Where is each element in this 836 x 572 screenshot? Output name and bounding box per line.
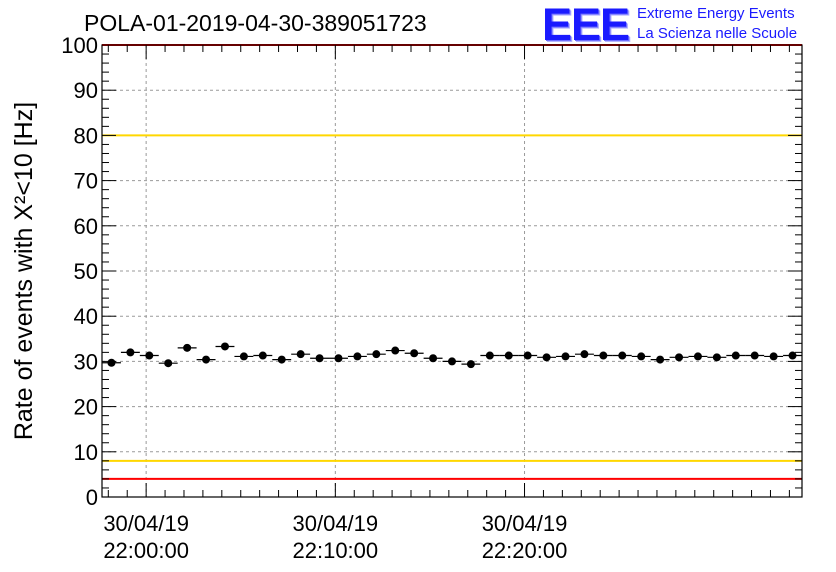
x-tick-time: 22:00:00 [103,538,189,563]
data-point [220,342,229,351]
y-tick-label: 20 [74,395,98,420]
axis-ticks [102,44,802,498]
data-point [239,352,248,361]
data-point [391,346,400,355]
eee-logo: EEE [542,0,630,50]
y-axis-label: Rate of events with X²<10 [Hz] [10,102,38,440]
data-point [618,351,627,360]
data-points [102,342,802,369]
y-tick-label: 0 [86,485,98,510]
data-point [750,351,759,360]
y-tick-label: 80 [74,123,98,148]
data-point [523,351,532,360]
y-tick-label: 100 [61,33,98,58]
data-point [145,351,154,360]
data-point [542,353,551,362]
data-point [258,351,267,360]
y-tick-label: 60 [74,214,98,239]
data-point [164,359,173,368]
x-tick-time: 22:20:00 [482,538,568,563]
data-point [353,352,362,361]
data-point [429,354,438,363]
data-point [599,351,608,360]
y-tick-label: 40 [74,304,98,329]
data-point [277,355,286,364]
data-point [202,355,211,364]
data-point [410,349,419,358]
y-tick-label: 70 [74,169,98,194]
x-tick-date: 30/04/19 [293,511,379,536]
data-point [561,352,570,361]
data-point [466,360,475,369]
data-point [448,357,456,366]
data-point [675,353,684,362]
y-tick-label: 10 [74,440,98,465]
data-point [769,352,778,361]
data-point [183,343,192,352]
logo-line-2: La Scienza nelle Scuole [637,25,798,42]
data-point [107,358,116,367]
data-point [126,348,135,357]
y-tick-label: 50 [74,259,98,284]
y-tick-label: 90 [74,78,98,103]
x-tick-date: 30/04/19 [482,511,568,536]
x-tick-date: 30/04/19 [103,511,189,536]
data-point [372,350,381,359]
data-point [315,354,324,363]
x-tick-time: 22:10:00 [293,538,379,563]
chart-title: POLA-01-2019-04-30-389051723 [84,10,427,36]
data-point [693,352,702,361]
data-point [731,351,740,360]
data-point [637,352,646,361]
y-tick-label: 30 [74,349,98,374]
data-point [485,351,494,360]
data-point [504,351,513,360]
data-point [656,355,665,364]
data-point [788,351,797,360]
data-point [296,350,305,359]
data-point [334,354,343,363]
logo-line-1: Extreme Energy Events [637,5,795,22]
tick-labels: 010203040506070809010030/04/1922:00:0030… [61,33,567,563]
data-point [580,350,589,359]
data-point [712,353,721,362]
